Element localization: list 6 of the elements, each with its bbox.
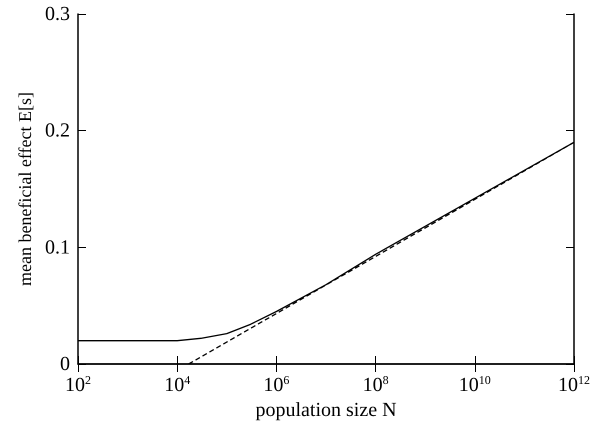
y-tick-label: 0 — [60, 353, 70, 375]
y-tick-label: 0.1 — [45, 236, 70, 258]
y-tick-label: 0.2 — [45, 120, 70, 142]
y-axis-title: mean beneficial effect E[s] — [15, 92, 36, 286]
x-axis-title: population size N — [255, 398, 397, 421]
y-tick-label: 0.3 — [45, 3, 70, 25]
